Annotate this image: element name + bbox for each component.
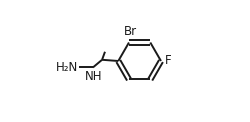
- Text: Br: Br: [124, 25, 137, 38]
- Text: F: F: [165, 55, 171, 67]
- Text: NH: NH: [85, 70, 102, 83]
- Text: H₂N: H₂N: [56, 61, 78, 74]
